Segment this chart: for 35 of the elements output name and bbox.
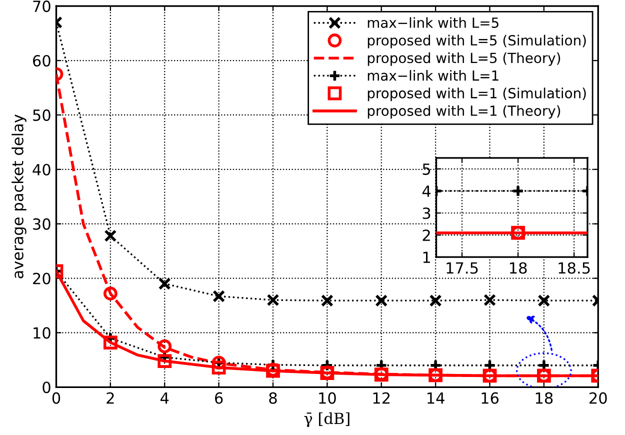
x-tick-label: 4 [160, 392, 169, 404]
x-axis-title: γ̄ [dB] [304, 412, 350, 428]
y-tick-label: 40 [32, 164, 50, 176]
x-tick-label: 14 [428, 392, 444, 404]
y-tick-label: 4 [422, 186, 431, 197]
x-tick-label: 0 [52, 392, 60, 404]
legend-label: proposed with L=1 (Simulation) [368, 88, 586, 102]
legend-label: proposed with L=5 (Theory) [368, 52, 560, 66]
y-tick-label: 0 [42, 382, 50, 394]
x-tick-label: 18.5 [558, 262, 590, 274]
legend-label: proposed with L=5 (Simulation) [368, 34, 586, 48]
y-tick-label: 70 [33, 0, 50, 12]
x-tick-label: 10 [319, 392, 336, 404]
legend-label: proposed with L=1 (Theory) [368, 105, 560, 119]
y-tick-label: 50 [33, 109, 50, 121]
y-tick-label: 60 [33, 54, 50, 67]
legend-label: max−link with L=1 [368, 70, 498, 81]
x-tick-label: 8 [269, 392, 277, 404]
x-tick-label: 20 [590, 392, 607, 404]
y-tick-label: 30 [33, 218, 50, 230]
y-axis-title: average packet delay [12, 114, 26, 278]
y-tick-label: 1 [423, 252, 430, 263]
legend-label: max−link with L=5 [368, 17, 498, 28]
y-tick-label: 20 [33, 272, 50, 284]
y-tick-label: 10 [34, 327, 50, 339]
y-tick-label: 5 [422, 164, 430, 175]
x-tick-label: 6 [215, 392, 223, 404]
x-tick-label: 2 [106, 392, 114, 404]
x-tick-label: 12 [373, 392, 390, 404]
x-tick-label: 18 [510, 262, 527, 274]
x-tick-label: 17.5 [446, 262, 478, 274]
y-tick-label: 2 [422, 230, 430, 241]
x-tick-label: 18 [536, 392, 553, 404]
x-tick-label: 16 [482, 392, 499, 404]
y-tick-label: 3 [422, 207, 430, 220]
